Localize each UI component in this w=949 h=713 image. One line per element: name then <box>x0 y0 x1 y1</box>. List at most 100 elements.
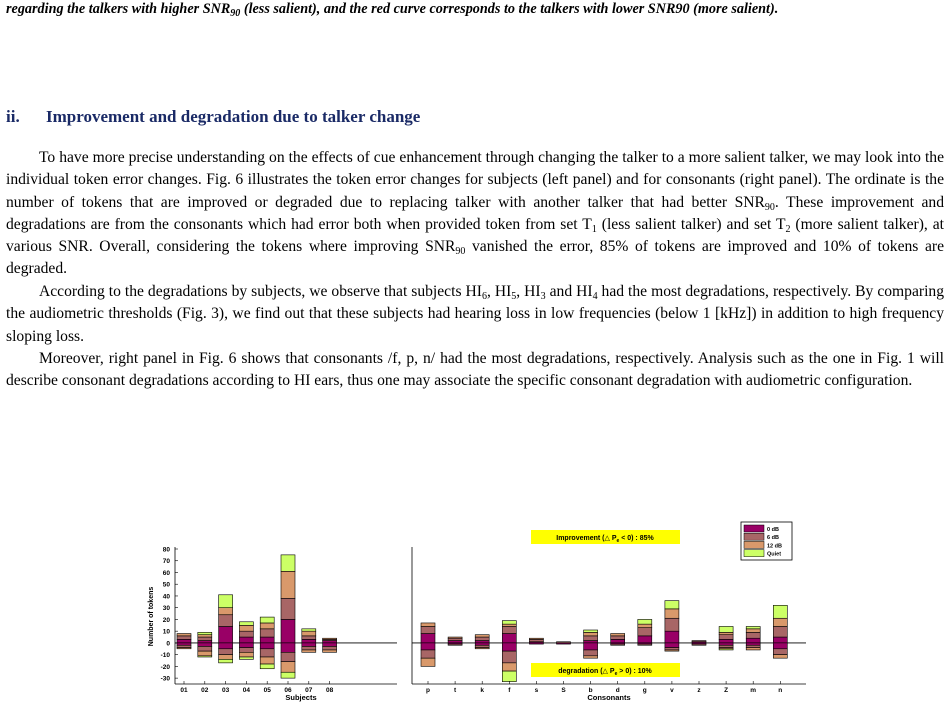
x-tick-label: 04 <box>243 687 251 694</box>
x-tick-label: f <box>508 687 511 694</box>
x-tick-label: Z <box>724 687 728 694</box>
x-tick-label: S <box>561 687 566 694</box>
bar-segment <box>745 628 761 633</box>
bar-segment <box>718 642 734 646</box>
y-tick-label: 0 <box>166 640 170 647</box>
bar-segment <box>501 620 517 625</box>
bar-segment <box>718 639 734 644</box>
bar-segment <box>691 643 707 646</box>
bar-segment <box>772 648 788 655</box>
bar-segment <box>176 639 192 644</box>
bar-segment <box>664 630 680 644</box>
bar-segment <box>280 652 296 662</box>
bar-segment <box>301 639 317 644</box>
bar-segment <box>772 626 788 638</box>
x-tick-label: 08 <box>326 687 334 694</box>
bar-segment <box>610 633 626 637</box>
y-tick-label: 20 <box>163 617 171 624</box>
bar-segment <box>610 643 626 646</box>
bar-segment <box>259 636 275 644</box>
bar-segment <box>501 662 517 672</box>
bar-segment <box>420 657 436 667</box>
bar-segment <box>218 648 233 655</box>
bar-segment <box>218 642 233 650</box>
x-tick-label: m <box>750 687 756 694</box>
bar-segment <box>745 642 761 646</box>
bar-segment <box>301 630 317 637</box>
bar-segment <box>474 647 490 650</box>
x-tick-label: v <box>670 687 674 694</box>
bar-segment <box>218 614 233 627</box>
bar-segment <box>301 649 317 653</box>
bar-segment <box>583 642 598 651</box>
x-tick-label: g <box>643 687 647 694</box>
bar-segment <box>218 659 233 664</box>
bar-segment <box>637 635 653 644</box>
bar-segment <box>447 636 463 639</box>
x-tick-label: 05 <box>264 687 272 694</box>
y-tick-label: 60 <box>163 570 171 577</box>
section-heading: ii. Improvement and degradation due to ta… <box>6 107 420 127</box>
bar-segment <box>447 643 463 646</box>
bar-segment <box>718 648 734 651</box>
bar-segment <box>301 646 317 651</box>
bar-segment <box>322 649 337 653</box>
bar-segment <box>664 608 680 619</box>
bar-segment <box>474 640 490 644</box>
bar-segment <box>745 647 761 651</box>
bar-segment <box>501 623 517 627</box>
bar-segment <box>718 634 734 640</box>
degradation-annotation-label: degradation (△ Pe > 0) : 10% <box>558 668 652 677</box>
bar-segment <box>280 642 296 653</box>
bar-segment <box>218 607 233 616</box>
x-axis-label: Consonants <box>587 693 630 702</box>
bar-segment <box>745 637 761 644</box>
bar-segment <box>239 630 254 638</box>
y-tick-label: 70 <box>163 558 171 565</box>
bar-segment <box>745 632 761 639</box>
bar-segment <box>745 644 761 648</box>
legend-label: 6 dB <box>767 535 779 541</box>
legend-swatch <box>743 532 765 541</box>
bar-segment <box>259 648 275 658</box>
bar-segment <box>529 642 544 645</box>
bar-segment <box>583 635 598 641</box>
bar-segment <box>772 617 788 627</box>
bar-segment <box>583 640 598 644</box>
bar-segment <box>176 644 192 648</box>
bar-segment <box>322 642 337 647</box>
bar-segment <box>664 600 680 610</box>
legend-label: 12 dB <box>767 543 782 549</box>
bar-segment <box>745 626 761 630</box>
bar-segment <box>718 632 734 635</box>
x-tick-label: b <box>589 687 593 694</box>
bar-segment <box>637 619 653 625</box>
paragraph-1: To have more precise understanding on th… <box>6 149 944 278</box>
bar-segment <box>501 642 517 652</box>
bar-segment <box>197 640 213 644</box>
paragraph-3: Moreover, right panel in Fig. 6 shows th… <box>6 350 944 390</box>
bar-segment <box>420 626 436 634</box>
y-axis-label: Number of tokens <box>148 587 155 647</box>
bar-segment <box>176 633 192 637</box>
bar-segment <box>474 634 490 638</box>
bar-segment <box>664 617 680 632</box>
bar-segment <box>239 652 254 658</box>
bar-segment <box>501 670 517 682</box>
bar-segment <box>322 637 337 640</box>
bar-segment <box>583 655 598 659</box>
bar-segment <box>301 628 317 632</box>
bar-segment <box>301 635 317 640</box>
bar-segment <box>239 625 254 632</box>
x-tick-label: d <box>616 687 620 694</box>
bar-segment <box>301 642 317 647</box>
bar-segment <box>610 639 626 644</box>
bar-segment <box>772 605 788 619</box>
bar-segment <box>420 633 436 644</box>
bar-segment <box>239 636 254 644</box>
bar-segment <box>280 671 296 679</box>
bar-segment <box>556 641 571 644</box>
bar-segment <box>420 649 436 659</box>
x-tick-label: s <box>535 687 539 694</box>
